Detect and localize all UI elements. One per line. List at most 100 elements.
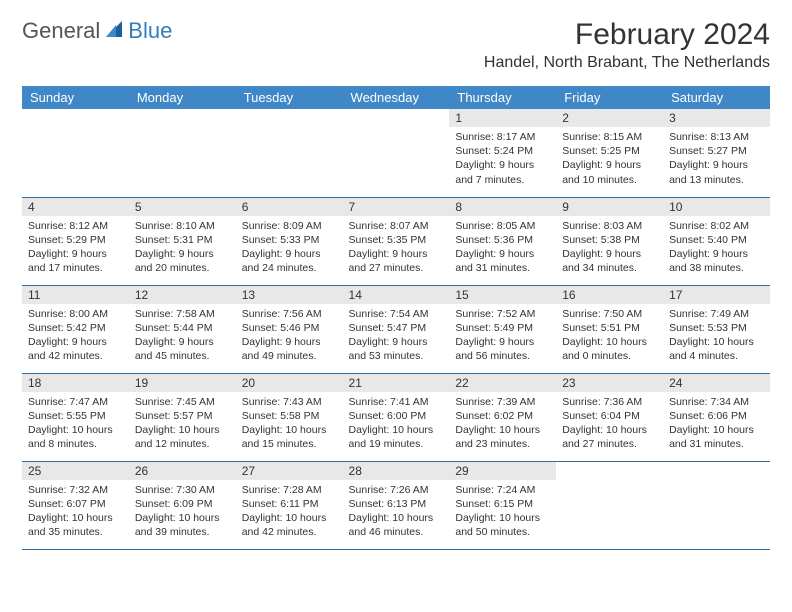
sunrise-line: Sunrise: 8:15 AM xyxy=(562,130,657,144)
sunset-line: Sunset: 5:38 PM xyxy=(562,233,657,247)
day-body: Sunrise: 7:34 AMSunset: 6:06 PMDaylight:… xyxy=(663,392,770,458)
day-body: Sunrise: 8:05 AMSunset: 5:36 PMDaylight:… xyxy=(449,216,556,282)
calendar-cell: 21Sunrise: 7:41 AMSunset: 6:00 PMDayligh… xyxy=(343,373,450,461)
day-number: 14 xyxy=(343,286,450,304)
day-body: Sunrise: 7:45 AMSunset: 5:57 PMDaylight:… xyxy=(129,392,236,458)
month-title: February 2024 xyxy=(484,18,770,52)
calendar-cell xyxy=(236,109,343,197)
day-number: 26 xyxy=(129,462,236,480)
calendar-cell: 19Sunrise: 7:45 AMSunset: 5:57 PMDayligh… xyxy=(129,373,236,461)
day-number: 15 xyxy=(449,286,556,304)
daylight-line: Daylight: 9 hours and 31 minutes. xyxy=(455,247,550,275)
sunrise-line: Sunrise: 7:32 AM xyxy=(28,483,123,497)
day-body: Sunrise: 7:26 AMSunset: 6:13 PMDaylight:… xyxy=(343,480,450,546)
sunset-line: Sunset: 6:02 PM xyxy=(455,409,550,423)
day-body: Sunrise: 7:43 AMSunset: 5:58 PMDaylight:… xyxy=(236,392,343,458)
daylight-line: Daylight: 10 hours and 8 minutes. xyxy=(28,423,123,451)
day-body: Sunrise: 7:39 AMSunset: 6:02 PMDaylight:… xyxy=(449,392,556,458)
day-number: 12 xyxy=(129,286,236,304)
sunrise-line: Sunrise: 7:47 AM xyxy=(28,395,123,409)
sunset-line: Sunset: 6:00 PM xyxy=(349,409,444,423)
day-number: 11 xyxy=(22,286,129,304)
day-number: 2 xyxy=(556,109,663,127)
daylight-line: Daylight: 10 hours and 35 minutes. xyxy=(28,511,123,539)
sunset-line: Sunset: 6:06 PM xyxy=(669,409,764,423)
sunrise-line: Sunrise: 7:36 AM xyxy=(562,395,657,409)
day-body: Sunrise: 8:13 AMSunset: 5:27 PMDaylight:… xyxy=(663,127,770,193)
sunrise-line: Sunrise: 7:56 AM xyxy=(242,307,337,321)
sunset-line: Sunset: 5:29 PM xyxy=(28,233,123,247)
sunset-line: Sunset: 6:15 PM xyxy=(455,497,550,511)
sunset-line: Sunset: 5:40 PM xyxy=(669,233,764,247)
day-body: Sunrise: 7:24 AMSunset: 6:15 PMDaylight:… xyxy=(449,480,556,546)
daylight-line: Daylight: 10 hours and 4 minutes. xyxy=(669,335,764,363)
sunrise-line: Sunrise: 7:52 AM xyxy=(455,307,550,321)
sunset-line: Sunset: 5:49 PM xyxy=(455,321,550,335)
sunrise-line: Sunrise: 8:10 AM xyxy=(135,219,230,233)
sunrise-line: Sunrise: 7:49 AM xyxy=(669,307,764,321)
calendar-cell: 15Sunrise: 7:52 AMSunset: 5:49 PMDayligh… xyxy=(449,285,556,373)
daylight-line: Daylight: 10 hours and 50 minutes. xyxy=(455,511,550,539)
day-body: Sunrise: 7:36 AMSunset: 6:04 PMDaylight:… xyxy=(556,392,663,458)
calendar-row: 18Sunrise: 7:47 AMSunset: 5:55 PMDayligh… xyxy=(22,373,770,461)
day-body: Sunrise: 7:58 AMSunset: 5:44 PMDaylight:… xyxy=(129,304,236,370)
sunset-line: Sunset: 5:33 PM xyxy=(242,233,337,247)
calendar-cell: 29Sunrise: 7:24 AMSunset: 6:15 PMDayligh… xyxy=(449,461,556,549)
day-body: Sunrise: 7:30 AMSunset: 6:09 PMDaylight:… xyxy=(129,480,236,546)
sunset-line: Sunset: 5:46 PM xyxy=(242,321,337,335)
calendar-row: 11Sunrise: 8:00 AMSunset: 5:42 PMDayligh… xyxy=(22,285,770,373)
calendar-body: 1Sunrise: 8:17 AMSunset: 5:24 PMDaylight… xyxy=(22,109,770,549)
calendar-cell: 5Sunrise: 8:10 AMSunset: 5:31 PMDaylight… xyxy=(129,197,236,285)
sunset-line: Sunset: 6:13 PM xyxy=(349,497,444,511)
daylight-line: Daylight: 10 hours and 27 minutes. xyxy=(562,423,657,451)
calendar-cell: 7Sunrise: 8:07 AMSunset: 5:35 PMDaylight… xyxy=(343,197,450,285)
daylight-line: Daylight: 10 hours and 12 minutes. xyxy=(135,423,230,451)
weekday-header: Monday xyxy=(129,86,236,109)
calendar-row: 25Sunrise: 7:32 AMSunset: 6:07 PMDayligh… xyxy=(22,461,770,549)
sunrise-line: Sunrise: 7:45 AM xyxy=(135,395,230,409)
calendar-cell: 3Sunrise: 8:13 AMSunset: 5:27 PMDaylight… xyxy=(663,109,770,197)
daylight-line: Daylight: 9 hours and 17 minutes. xyxy=(28,247,123,275)
calendar-cell xyxy=(22,109,129,197)
daylight-line: Daylight: 9 hours and 13 minutes. xyxy=(669,158,764,186)
day-number: 27 xyxy=(236,462,343,480)
sunrise-line: Sunrise: 7:58 AM xyxy=(135,307,230,321)
day-body: Sunrise: 8:02 AMSunset: 5:40 PMDaylight:… xyxy=(663,216,770,282)
location: Handel, North Brabant, The Netherlands xyxy=(484,54,770,72)
sunrise-line: Sunrise: 8:09 AM xyxy=(242,219,337,233)
calendar-cell xyxy=(556,461,663,549)
day-number: 8 xyxy=(449,198,556,216)
daylight-line: Daylight: 9 hours and 34 minutes. xyxy=(562,247,657,275)
calendar-cell: 18Sunrise: 7:47 AMSunset: 5:55 PMDayligh… xyxy=(22,373,129,461)
sunset-line: Sunset: 5:31 PM xyxy=(135,233,230,247)
daylight-line: Daylight: 10 hours and 23 minutes. xyxy=(455,423,550,451)
day-body: Sunrise: 7:32 AMSunset: 6:07 PMDaylight:… xyxy=(22,480,129,546)
day-number: 16 xyxy=(556,286,663,304)
day-body: Sunrise: 7:49 AMSunset: 5:53 PMDaylight:… xyxy=(663,304,770,370)
sunset-line: Sunset: 5:51 PM xyxy=(562,321,657,335)
day-number: 6 xyxy=(236,198,343,216)
sunset-line: Sunset: 5:53 PM xyxy=(669,321,764,335)
calendar-cell: 14Sunrise: 7:54 AMSunset: 5:47 PMDayligh… xyxy=(343,285,450,373)
sunset-line: Sunset: 5:44 PM xyxy=(135,321,230,335)
daylight-line: Daylight: 10 hours and 31 minutes. xyxy=(669,423,764,451)
daylight-line: Daylight: 9 hours and 7 minutes. xyxy=(455,158,550,186)
daylight-line: Daylight: 9 hours and 10 minutes. xyxy=(562,158,657,186)
day-body: Sunrise: 8:15 AMSunset: 5:25 PMDaylight:… xyxy=(556,127,663,193)
calendar-cell: 6Sunrise: 8:09 AMSunset: 5:33 PMDaylight… xyxy=(236,197,343,285)
title-block: February 2024 Handel, North Brabant, The… xyxy=(484,18,770,72)
sunrise-line: Sunrise: 7:28 AM xyxy=(242,483,337,497)
sunrise-line: Sunrise: 7:41 AM xyxy=(349,395,444,409)
day-number: 5 xyxy=(129,198,236,216)
daylight-line: Daylight: 9 hours and 27 minutes. xyxy=(349,247,444,275)
calendar-row: 1Sunrise: 8:17 AMSunset: 5:24 PMDaylight… xyxy=(22,109,770,197)
daylight-line: Daylight: 10 hours and 15 minutes. xyxy=(242,423,337,451)
day-body: Sunrise: 7:50 AMSunset: 5:51 PMDaylight:… xyxy=(556,304,663,370)
calendar-cell: 8Sunrise: 8:05 AMSunset: 5:36 PMDaylight… xyxy=(449,197,556,285)
day-number: 29 xyxy=(449,462,556,480)
sunset-line: Sunset: 5:57 PM xyxy=(135,409,230,423)
day-number: 21 xyxy=(343,374,450,392)
calendar-cell: 25Sunrise: 7:32 AMSunset: 6:07 PMDayligh… xyxy=(22,461,129,549)
day-number: 28 xyxy=(343,462,450,480)
day-body: Sunrise: 8:17 AMSunset: 5:24 PMDaylight:… xyxy=(449,127,556,193)
